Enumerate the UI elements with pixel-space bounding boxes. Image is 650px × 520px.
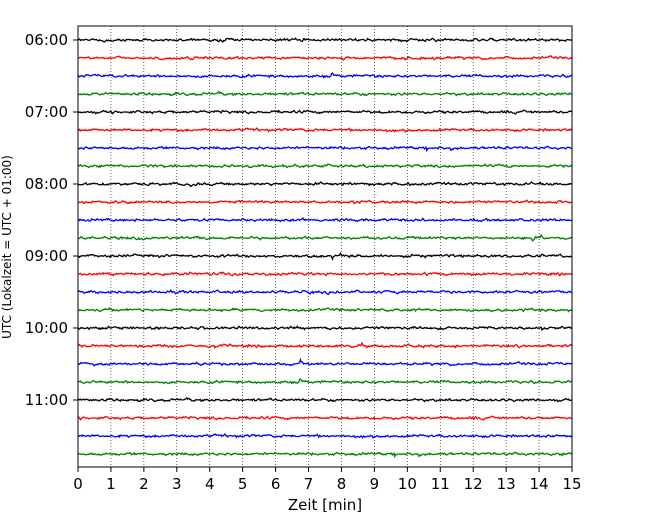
x-tick-label: 5 xyxy=(238,475,248,493)
trace-0630 xyxy=(77,72,573,79)
x-tick-label: 9 xyxy=(370,475,380,493)
y-tick-label: 11:00 xyxy=(25,391,68,409)
trace-0915 xyxy=(77,271,572,277)
trace-0900 xyxy=(78,251,573,262)
trace-0615 xyxy=(77,55,573,61)
x-axis-label: Zeit [min] xyxy=(288,496,362,514)
y-tick-label: 08:00 xyxy=(25,175,68,193)
trace-1000 xyxy=(77,325,573,332)
trace-0800 xyxy=(77,181,572,188)
trace-1045 xyxy=(77,378,572,385)
y-tick-label: 10:00 xyxy=(25,319,68,337)
seismic-traces xyxy=(77,37,573,459)
y-tick-label: 07:00 xyxy=(25,103,68,121)
trace-0815 xyxy=(77,199,572,205)
trace-1115 xyxy=(77,415,572,421)
y-tick-label: 09:00 xyxy=(25,247,68,265)
x-tick-label: 15 xyxy=(562,475,581,493)
x-tick-label: 6 xyxy=(271,475,281,493)
x-tick-label: 3 xyxy=(172,475,182,493)
x-tick-label: 4 xyxy=(205,475,215,493)
trace-1130 xyxy=(77,433,573,439)
trace-0845 xyxy=(77,233,572,242)
x-tick-label: 7 xyxy=(304,475,314,493)
trace-0715 xyxy=(77,127,573,133)
trace-0745 xyxy=(77,163,573,169)
trace-1145 xyxy=(77,451,572,459)
trace-0945 xyxy=(77,307,572,313)
y-axis-label: UTC (Lokalzeit = UTC + 01:00) xyxy=(0,155,14,339)
x-tick-label: 2 xyxy=(139,475,149,493)
trace-1100 xyxy=(77,396,572,403)
trace-1030 xyxy=(77,357,573,367)
trace-1015 xyxy=(77,341,573,349)
trace-0600 xyxy=(77,37,572,43)
trace-0930 xyxy=(77,289,572,296)
trace-0645 xyxy=(77,90,572,97)
y-axis-ticks: 06:00 07:00 08:00 09:00 10:00 11:00 xyxy=(25,31,78,409)
trace-0730 xyxy=(77,145,572,153)
x-tick-label: 14 xyxy=(530,475,549,493)
x-tick-label: 0 xyxy=(73,475,83,493)
trace-0830 xyxy=(77,216,572,223)
x-tick-label: 11 xyxy=(431,475,450,493)
x-axis-ticks: 0 1 2 3 4 5 6 7 8 9 10 11 12 13 14 15 xyxy=(73,467,582,493)
x-tick-label: 13 xyxy=(497,475,516,493)
trace-0700 xyxy=(77,109,572,115)
x-tick-label: 10 xyxy=(398,475,417,493)
x-tick-label: 8 xyxy=(337,475,347,493)
x-tick-label: 12 xyxy=(464,475,483,493)
x-tick-label: 1 xyxy=(106,475,116,493)
y-tick-label: 06:00 xyxy=(25,31,68,49)
plot-frame xyxy=(77,25,573,468)
